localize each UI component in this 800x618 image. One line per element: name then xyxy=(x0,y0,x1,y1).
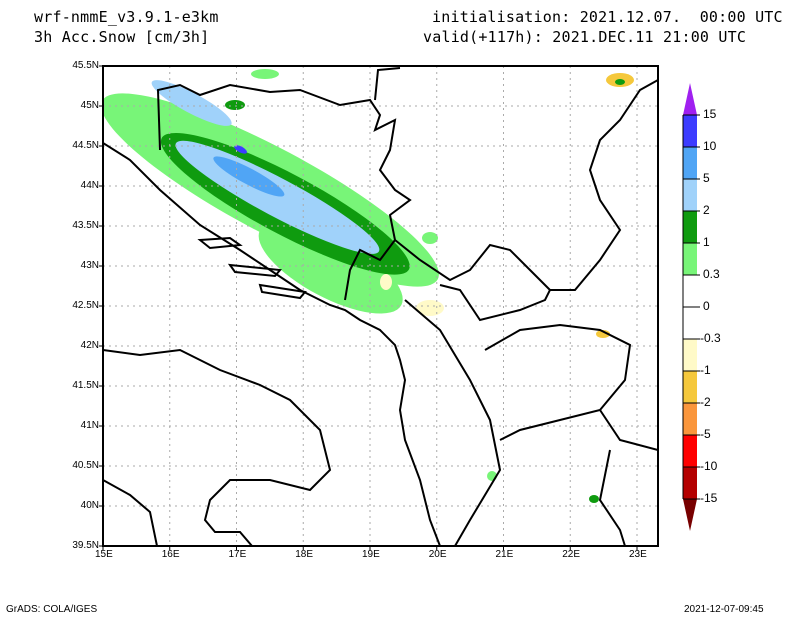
island-korcula xyxy=(258,283,307,300)
lon-label: 15E xyxy=(95,549,113,560)
lat-label: 42.5N xyxy=(72,300,99,311)
snow-patch xyxy=(422,232,438,244)
snow-contour-blue xyxy=(213,156,285,197)
snow-patch xyxy=(589,495,599,503)
italy-west-coast xyxy=(103,479,158,546)
lon-label: 21E xyxy=(495,549,514,560)
snow-field xyxy=(103,69,634,503)
colorbar-segment xyxy=(683,211,697,243)
macedonia-border xyxy=(484,323,632,441)
variable-title: 3h Acc.Snow [cm/3h] xyxy=(34,28,210,46)
serbia-border xyxy=(374,67,552,322)
lat-label: 40.5N xyxy=(72,460,99,471)
colorbar-label: 5 xyxy=(703,171,710,185)
lat-label: 44N xyxy=(80,180,99,191)
colorbar-label: 15 xyxy=(703,107,717,121)
colorbar-segment xyxy=(683,467,697,499)
footer-timestamp: 2021-12-07-09:45 xyxy=(684,604,764,615)
colorbar-arrow-bottom xyxy=(683,499,697,531)
colorbar-label: -0.3 xyxy=(700,331,721,345)
colorbar-segment xyxy=(683,307,697,339)
lat-label: 44.5N xyxy=(72,140,99,151)
snow-patch xyxy=(615,79,625,85)
model-title: wrf-nmmE_v3.9.1-e3km xyxy=(34,8,219,26)
colorbar-segment xyxy=(683,403,697,435)
colorbar-arrow-top xyxy=(683,83,697,115)
colorbar-label: 2 xyxy=(703,203,710,217)
albania-border xyxy=(404,299,502,546)
colorbar-segment xyxy=(683,339,697,371)
lon-label: 19E xyxy=(362,549,380,560)
colorbar-label: -1 xyxy=(700,363,711,377)
lon-label: 23E xyxy=(629,549,647,560)
snow-contour-light-green xyxy=(258,221,403,314)
colorbar-segment xyxy=(683,371,697,403)
croatia-bosnia-border xyxy=(156,83,412,301)
colorbar-label: -10 xyxy=(700,459,718,473)
colorbar-label: 1 xyxy=(703,235,710,249)
lat-label: 39.5N xyxy=(72,540,99,551)
island-hvar xyxy=(227,263,282,278)
lat-label: 45N xyxy=(80,100,99,111)
grid-lines xyxy=(103,66,658,546)
lon-label: 18E xyxy=(295,549,314,560)
colorbar-segment xyxy=(683,147,697,179)
lat-label: 43N xyxy=(80,260,99,271)
melt-patch xyxy=(380,274,392,290)
colorbar-label: -2 xyxy=(700,395,711,409)
coastlines-and-borders xyxy=(103,67,658,546)
lat-label: 41.5N xyxy=(72,380,99,391)
colorbar-segment xyxy=(683,435,697,467)
lat-label: 41N xyxy=(80,420,99,431)
italy-coast xyxy=(103,348,332,546)
colorbar-segment xyxy=(683,275,697,307)
melt-patch xyxy=(596,330,610,338)
colorbar-segment xyxy=(683,115,697,147)
valid-time: valid(+117h): 2021.DEC.11 21:00 UTC xyxy=(423,28,747,46)
initialisation-time: initialisation: 2021.12.07. 00:00 UTC xyxy=(432,8,783,26)
lon-label: 20E xyxy=(428,549,447,560)
lat-label: 43.5N xyxy=(72,220,99,231)
colorbar-segment xyxy=(683,243,697,275)
axis-ticks xyxy=(99,65,638,550)
colorbar-segment xyxy=(683,179,697,211)
colorbar-label: 0.3 xyxy=(703,267,720,281)
lat-label: 45.5N xyxy=(72,60,99,71)
lon-label: 17E xyxy=(228,549,247,560)
lon-label: 16E xyxy=(161,549,180,560)
colorbar-label: 10 xyxy=(703,139,717,153)
colorbar-label: 0 xyxy=(703,299,710,313)
snow-patch xyxy=(225,100,245,110)
lon-label: 22E xyxy=(562,549,581,560)
greece-border xyxy=(598,409,658,546)
colorbar-label: -15 xyxy=(700,491,718,505)
island-brac xyxy=(197,236,243,250)
lat-label: 40N xyxy=(80,500,99,511)
snow-contour-light-blue xyxy=(151,80,232,126)
colorbar-label: -5 xyxy=(700,427,711,441)
adriatic-east-coast xyxy=(103,142,441,546)
lat-label: 42N xyxy=(80,340,99,351)
footer-credit: GrADS: COLA/IGES xyxy=(6,604,98,615)
colorbar xyxy=(682,83,700,531)
snow-contour-deep-blue xyxy=(234,145,247,154)
eastern-border xyxy=(550,79,658,291)
snow-patch xyxy=(251,69,279,79)
